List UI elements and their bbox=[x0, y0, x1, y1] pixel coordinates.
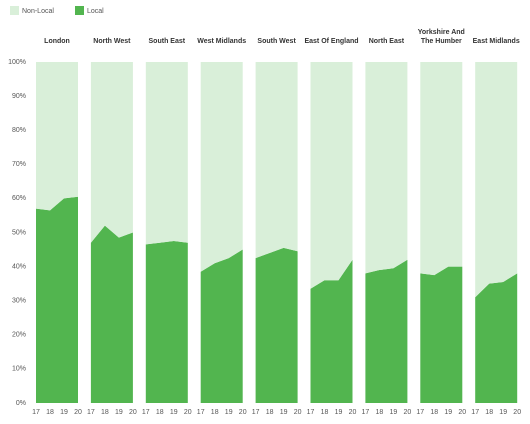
area bbox=[310, 62, 353, 289]
y-tick-label: 0% bbox=[16, 400, 26, 407]
area bbox=[310, 259, 353, 403]
x-tick-label: 17 bbox=[142, 409, 150, 416]
panel-title: South East bbox=[148, 38, 186, 45]
x-tick-label: 17 bbox=[416, 409, 424, 416]
x-tick-label: 19 bbox=[335, 409, 343, 416]
area bbox=[365, 62, 408, 274]
y-tick-label: 50% bbox=[12, 229, 26, 236]
x-tick-label: 19 bbox=[115, 409, 123, 416]
area bbox=[36, 62, 78, 211]
x-tick-label: 18 bbox=[321, 409, 329, 416]
x-tick-label: 18 bbox=[156, 409, 164, 416]
legend-swatch bbox=[10, 6, 19, 15]
x-tick-label: 20 bbox=[129, 409, 137, 416]
panel-title: North East bbox=[368, 38, 405, 45]
area bbox=[90, 225, 133, 403]
x-tick-label: 20 bbox=[74, 409, 82, 416]
x-tick-label: 19 bbox=[444, 409, 452, 416]
area bbox=[145, 241, 188, 403]
area bbox=[90, 62, 133, 243]
y-tick-label: 80% bbox=[12, 127, 26, 134]
x-tick-label: 19 bbox=[60, 409, 68, 416]
area bbox=[475, 62, 518, 298]
x-tick-label: 18 bbox=[101, 409, 109, 416]
area bbox=[200, 62, 243, 272]
x-tick-label: 17 bbox=[87, 409, 95, 416]
legend-label: Local bbox=[87, 8, 104, 15]
y-tick-label: 100% bbox=[8, 59, 26, 66]
x-tick-label: 17 bbox=[362, 409, 370, 416]
x-tick-label: 20 bbox=[404, 409, 412, 416]
panel-title: South West bbox=[257, 38, 296, 45]
x-tick-label: 20 bbox=[294, 409, 302, 416]
y-tick-label: 20% bbox=[12, 332, 26, 339]
area bbox=[255, 247, 298, 403]
x-tick-label: 19 bbox=[280, 409, 288, 416]
x-tick-label: 18 bbox=[211, 409, 219, 416]
y-tick-label: 40% bbox=[12, 263, 26, 270]
x-tick-label: 19 bbox=[390, 409, 398, 416]
y-tick-label: 10% bbox=[12, 366, 26, 373]
x-tick-label: 19 bbox=[499, 409, 507, 416]
area bbox=[420, 62, 463, 276]
panel-title: East Of England bbox=[304, 38, 359, 45]
panel-title: North West bbox=[93, 38, 131, 45]
x-tick-label: 18 bbox=[376, 409, 384, 416]
x-tick-label: 17 bbox=[307, 409, 315, 416]
panel-title: London bbox=[44, 38, 70, 45]
area bbox=[145, 62, 188, 245]
x-tick-label: 17 bbox=[32, 409, 40, 416]
x-tick-label: 17 bbox=[471, 409, 479, 416]
x-tick-label: 18 bbox=[485, 409, 493, 416]
x-tick-label: 17 bbox=[197, 409, 205, 416]
x-tick-label: 19 bbox=[225, 409, 233, 416]
area bbox=[365, 259, 408, 403]
x-tick-label: 20 bbox=[349, 409, 357, 416]
x-tick-label: 20 bbox=[239, 409, 247, 416]
y-tick-label: 90% bbox=[12, 93, 26, 100]
y-tick-label: 70% bbox=[12, 161, 26, 168]
area bbox=[200, 249, 243, 403]
x-tick-label: 20 bbox=[513, 409, 521, 416]
panel-title: East Midlands bbox=[472, 38, 520, 45]
legend-label: Non-Local bbox=[22, 8, 54, 15]
x-tick-label: 19 bbox=[170, 409, 178, 416]
area bbox=[420, 266, 463, 403]
area bbox=[255, 62, 298, 259]
panel-title: West Midlands bbox=[197, 38, 247, 45]
area bbox=[36, 196, 78, 403]
x-tick-label: 18 bbox=[266, 409, 274, 416]
x-tick-label: 20 bbox=[458, 409, 466, 416]
x-tick-label: 18 bbox=[430, 409, 438, 416]
x-tick-label: 18 bbox=[46, 409, 54, 416]
panel-title: Yorkshire And The Humber bbox=[417, 29, 465, 45]
y-tick-label: 30% bbox=[12, 298, 26, 305]
x-tick-label: 20 bbox=[184, 409, 192, 416]
y-tick-label: 60% bbox=[12, 195, 26, 202]
x-tick-label: 17 bbox=[252, 409, 260, 416]
area bbox=[475, 273, 518, 403]
legend-swatch bbox=[75, 6, 84, 15]
